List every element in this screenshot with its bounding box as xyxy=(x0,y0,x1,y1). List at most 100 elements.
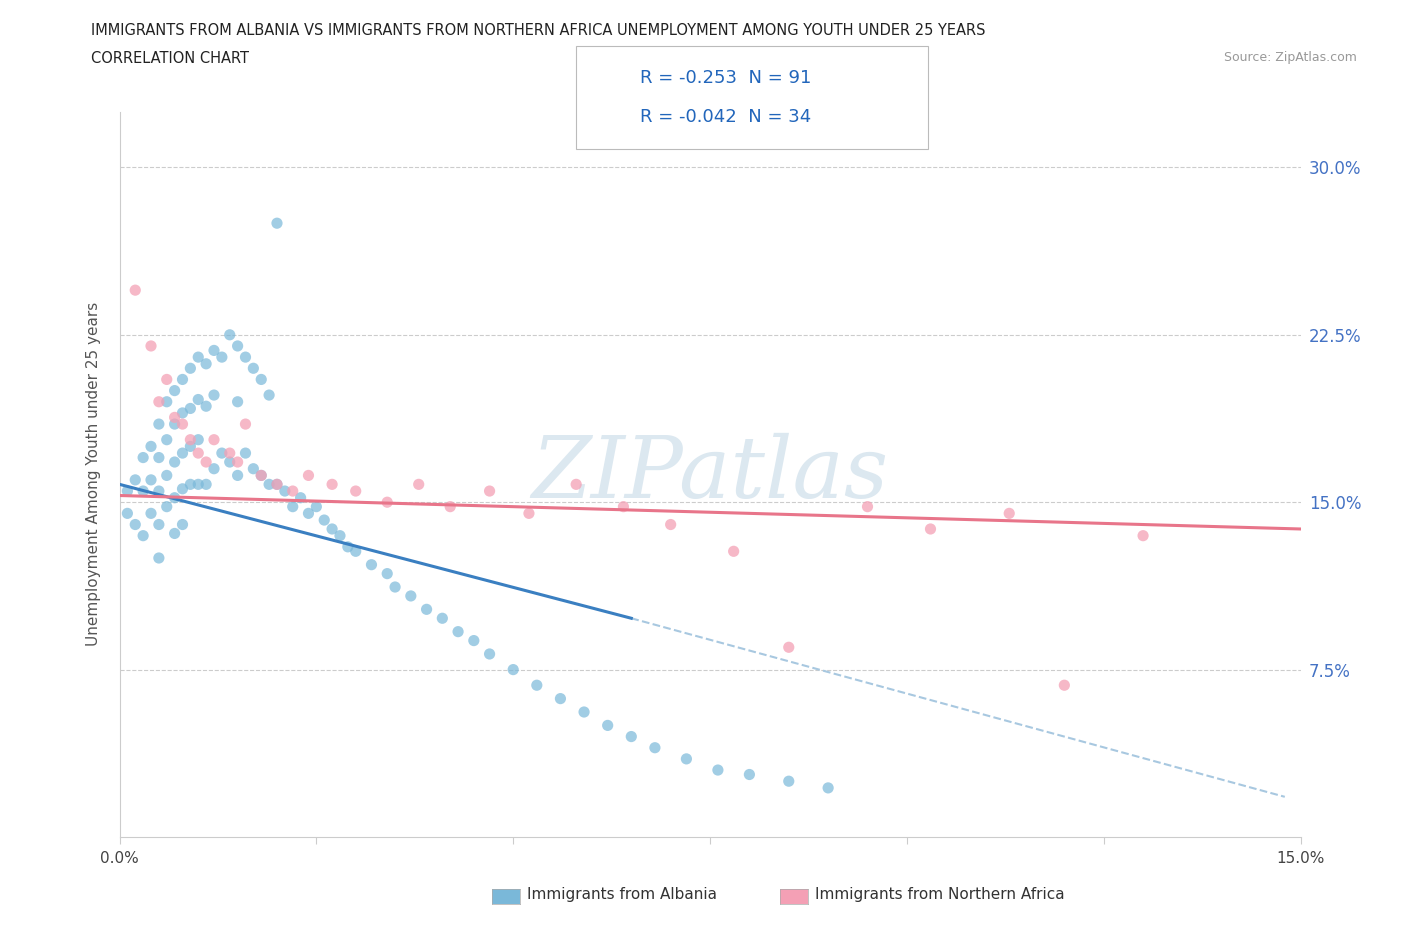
Point xyxy=(242,361,264,376)
Point xyxy=(344,544,367,559)
Point xyxy=(172,417,194,432)
Text: Immigrants from Albania: Immigrants from Albania xyxy=(527,887,717,902)
Point xyxy=(360,557,382,572)
Point xyxy=(218,327,240,342)
Point xyxy=(1053,678,1076,693)
Point xyxy=(148,551,170,565)
Point xyxy=(517,506,540,521)
Point xyxy=(329,528,352,543)
Point xyxy=(226,394,249,409)
Point xyxy=(399,589,422,604)
Point xyxy=(202,432,225,447)
Point xyxy=(202,343,225,358)
Text: R = -0.253  N = 91: R = -0.253 N = 91 xyxy=(640,69,811,87)
Text: R = -0.042  N = 34: R = -0.042 N = 34 xyxy=(640,108,811,126)
Point xyxy=(266,477,288,492)
Point xyxy=(550,691,572,706)
Point xyxy=(195,477,218,492)
Point xyxy=(290,490,312,505)
Point xyxy=(447,624,470,639)
Point xyxy=(297,468,319,483)
Point xyxy=(195,455,218,470)
Point xyxy=(526,678,548,693)
Point xyxy=(336,539,359,554)
Point xyxy=(659,517,682,532)
Point xyxy=(172,445,194,460)
Point xyxy=(132,528,155,543)
Point xyxy=(124,517,146,532)
Point xyxy=(478,484,501,498)
Point xyxy=(124,472,146,487)
Point xyxy=(172,482,194,497)
Point xyxy=(179,401,201,416)
Point xyxy=(179,432,201,447)
Point xyxy=(163,410,186,425)
Point xyxy=(187,445,209,460)
Point xyxy=(179,361,201,376)
Point xyxy=(257,388,280,403)
Point xyxy=(163,526,186,541)
Point xyxy=(998,506,1021,521)
Point xyxy=(478,646,501,661)
Point xyxy=(235,417,257,432)
Point xyxy=(195,356,218,371)
Point xyxy=(156,394,179,409)
Point xyxy=(163,490,186,505)
Point xyxy=(266,477,288,492)
Point xyxy=(156,468,179,483)
Point xyxy=(384,579,406,594)
Point xyxy=(620,729,643,744)
Point xyxy=(226,468,249,483)
Point xyxy=(139,472,162,487)
Point xyxy=(738,767,761,782)
Point xyxy=(172,517,194,532)
Point xyxy=(305,499,328,514)
Point xyxy=(344,484,367,498)
Point xyxy=(156,499,179,514)
Point xyxy=(250,468,273,483)
Point xyxy=(148,517,170,532)
Point xyxy=(257,477,280,492)
Point xyxy=(179,439,201,454)
Point xyxy=(148,450,170,465)
Point xyxy=(148,394,170,409)
Point xyxy=(148,417,170,432)
Point xyxy=(156,372,179,387)
Point xyxy=(375,566,398,581)
Point xyxy=(274,484,297,498)
Point xyxy=(1132,528,1154,543)
Point xyxy=(250,372,273,387)
Point xyxy=(139,339,162,353)
Point xyxy=(817,780,839,795)
Point xyxy=(124,283,146,298)
Point xyxy=(572,705,595,720)
Text: Immigrants from Northern Africa: Immigrants from Northern Africa xyxy=(815,887,1066,902)
Point xyxy=(321,522,343,537)
Point xyxy=(172,372,194,387)
Point xyxy=(235,350,257,365)
Point xyxy=(218,455,240,470)
Point xyxy=(250,468,273,483)
Point xyxy=(139,439,162,454)
Point xyxy=(202,388,225,403)
Point xyxy=(132,484,155,498)
Point xyxy=(163,417,186,432)
Point xyxy=(172,405,194,420)
Point xyxy=(707,763,730,777)
Text: Source: ZipAtlas.com: Source: ZipAtlas.com xyxy=(1223,51,1357,64)
Y-axis label: Unemployment Among Youth under 25 years: Unemployment Among Youth under 25 years xyxy=(86,302,101,646)
Point xyxy=(202,461,225,476)
Point xyxy=(163,455,186,470)
Point xyxy=(211,445,233,460)
Point xyxy=(439,499,461,514)
Point xyxy=(235,445,257,460)
Point xyxy=(778,774,800,789)
Point xyxy=(226,455,249,470)
Point xyxy=(266,216,288,231)
Point xyxy=(187,350,209,365)
Point xyxy=(920,522,942,537)
Point xyxy=(242,461,264,476)
Point xyxy=(179,477,201,492)
Point xyxy=(187,392,209,407)
Point xyxy=(723,544,745,559)
